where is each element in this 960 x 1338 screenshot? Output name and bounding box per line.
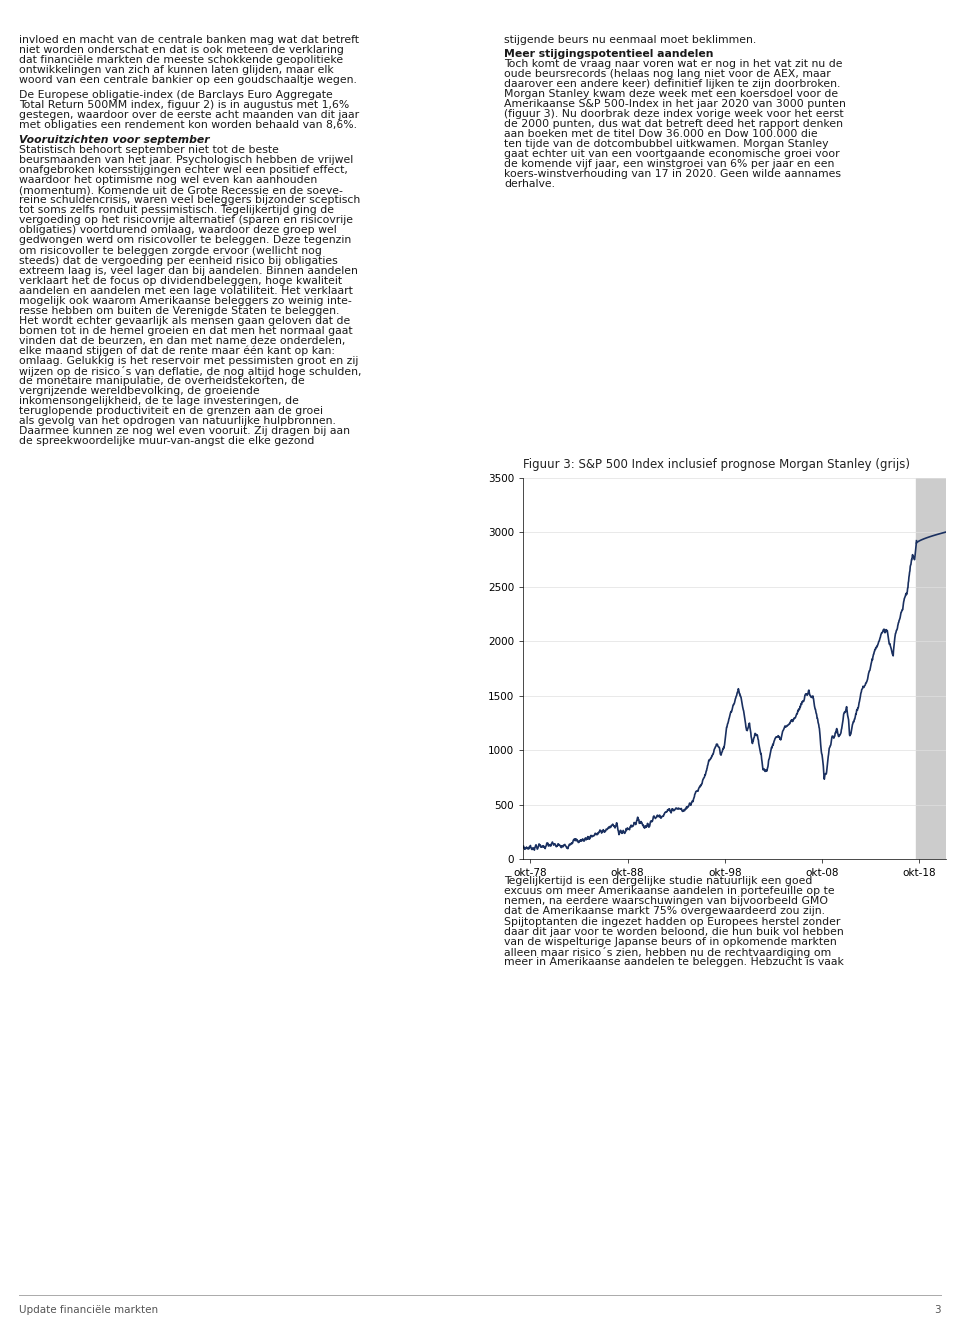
Text: oude beursrecords (helaas nog lang niet voor de AEX, maar: oude beursrecords (helaas nog lang niet …: [504, 68, 830, 79]
Text: Morgan Stanley kwam deze week met een koersdoel voor de: Morgan Stanley kwam deze week met een ko…: [504, 88, 838, 99]
Text: Statistisch behoort september niet tot de beste: Statistisch behoort september niet tot d…: [19, 145, 279, 155]
Text: Figuur 3: S&P 500 Index inclusief prognose Morgan Stanley (grijs): Figuur 3: S&P 500 Index inclusief progno…: [523, 458, 910, 471]
Bar: [917, 478, 948, 859]
Text: Tegelijkertijd is een dergelijke studie natuurlijk een goed: Tegelijkertijd is een dergelijke studie …: [504, 876, 812, 886]
Text: teruglopende productiviteit en de grenzen aan de groei: teruglopende productiviteit en de grenze…: [19, 405, 324, 416]
Text: waardoor het optimisme nog wel even kan aanhouden: waardoor het optimisme nog wel even kan …: [19, 175, 318, 185]
Text: bomen tot in de hemel groeien en dat men het normaal gaat: bomen tot in de hemel groeien en dat men…: [19, 325, 353, 336]
Text: van de wispelturige Japanse beurs of in opkomende markten: van de wispelturige Japanse beurs of in …: [504, 937, 837, 946]
Text: vergrijzende wereldbevolking, de groeiende: vergrijzende wereldbevolking, de groeien…: [19, 385, 260, 396]
Text: tot soms zelfs ronduit pessimistisch. Tegelijkertijd ging de: tot soms zelfs ronduit pessimistisch. Te…: [19, 205, 334, 215]
Text: Meer stijgingspotentieel aandelen: Meer stijgingspotentieel aandelen: [504, 48, 713, 59]
Text: extreem laag is, veel lager dan bij aandelen. Binnen aandelen: extreem laag is, veel lager dan bij aand…: [19, 265, 358, 276]
Text: mogelijk ook waarom Amerikaanse beleggers zo weinig inte-: mogelijk ook waarom Amerikaanse belegger…: [19, 296, 352, 305]
Text: Daarmee kunnen ze nog wel even vooruit. Zij dragen bij aan: Daarmee kunnen ze nog wel even vooruit. …: [19, 425, 350, 436]
Text: Amerikaanse S&P 500-Index in het jaar 2020 van 3000 punten: Amerikaanse S&P 500-Index in het jaar 20…: [504, 99, 846, 108]
Text: verklaart het de focus op dividendbeleggen, hoge kwaliteit: verklaart het de focus op dividendbelegg…: [19, 276, 343, 285]
Text: daarover een andere keer) definitief lijken te zijn doorbroken.: daarover een andere keer) definitief lij…: [504, 79, 840, 88]
Text: alleen maar risico´s zien, hebben nu de rechtvaardiging om: alleen maar risico´s zien, hebben nu de …: [504, 947, 831, 958]
Text: aan boeken met de titel Dow 36.000 en Dow 100.000 die: aan boeken met de titel Dow 36.000 en Do…: [504, 128, 818, 139]
Text: om risicovoller te beleggen zorgde ervoor (wellicht nog: om risicovoller te beleggen zorgde ervoo…: [19, 245, 322, 256]
Text: derhalve.: derhalve.: [504, 179, 555, 189]
Text: Vooruitzichten voor september: Vooruitzichten voor september: [19, 135, 210, 145]
Text: Update financiële markten: Update financiële markten: [19, 1305, 158, 1314]
Text: met obligaties een rendement kon worden behaald van 8,6%.: met obligaties een rendement kon worden …: [19, 120, 357, 130]
Text: de 2000 punten, dus wat dat betreft deed het rapport denken: de 2000 punten, dus wat dat betreft deed…: [504, 119, 843, 128]
Text: reine schuldencrisis, waren veel beleggers bijzonder sceptisch: reine schuldencrisis, waren veel belegge…: [19, 195, 360, 205]
Text: (momentum). Komende uit de Grote Recessie en de soeve-: (momentum). Komende uit de Grote Recessi…: [19, 185, 343, 195]
Text: steeds) dat de vergoeding per eenheid risico bij obligaties: steeds) dat de vergoeding per eenheid ri…: [19, 256, 338, 265]
Text: De Europese obligatie-index (de Barclays Euro Aggregate: De Europese obligatie-index (de Barclays…: [19, 90, 333, 100]
Text: 3: 3: [934, 1305, 941, 1314]
Text: meer in Amerikaanse aandelen te beleggen. Hebzucht is vaak: meer in Amerikaanse aandelen te beleggen…: [504, 957, 844, 966]
Text: de monetaire manipulatie, de overheidstekorten, de: de monetaire manipulatie, de overheidste…: [19, 376, 305, 385]
Text: stijgende beurs nu eenmaal moet beklimmen.: stijgende beurs nu eenmaal moet beklimme…: [504, 35, 756, 44]
Text: Total Return 500MM index, figuur 2) is in augustus met 1,6%: Total Return 500MM index, figuur 2) is i…: [19, 100, 349, 110]
Text: dat financiële markten de meeste schokkende geopolitieke: dat financiële markten de meeste schokke…: [19, 55, 344, 64]
Text: niet worden onderschat en dat is ook meteen de verklaring: niet worden onderschat en dat is ook met…: [19, 44, 344, 55]
Text: (figuur 3). Nu doorbrak deze index vorige week voor het eerst: (figuur 3). Nu doorbrak deze index vorig…: [504, 108, 844, 119]
Text: inkomensongelijkheid, de te lage investeringen, de: inkomensongelijkheid, de te lage investe…: [19, 396, 300, 405]
Text: Het wordt echter gevaarlijk als mensen gaan geloven dat de: Het wordt echter gevaarlijk als mensen g…: [19, 316, 350, 325]
Text: aandelen en aandelen met een lage volatiliteit. Het verklaart: aandelen en aandelen met een lage volati…: [19, 285, 353, 296]
Text: onafgebroken koersstijgingen echter wel een positief effect,: onafgebroken koersstijgingen echter wel …: [19, 165, 348, 175]
Text: invloed en macht van de centrale banken mag wat dat betreft: invloed en macht van de centrale banken …: [19, 35, 359, 44]
Text: vergoeding op het risicovrije alternatief (sparen en risicovrije: vergoeding op het risicovrije alternatie…: [19, 215, 353, 225]
Text: Spijtoptanten die ingezet hadden op Europees herstel zonder: Spijtoptanten die ingezet hadden op Euro…: [504, 917, 840, 926]
Text: Toch komt de vraag naar voren wat er nog in het vat zit nu de: Toch komt de vraag naar voren wat er nog…: [504, 59, 843, 68]
Text: ontwikkelingen van zich af kunnen laten glijden, maar elk: ontwikkelingen van zich af kunnen laten …: [19, 64, 334, 75]
Text: vinden dat de beurzen, en dan met name deze onderdelen,: vinden dat de beurzen, en dan met name d…: [19, 336, 346, 345]
Text: omlaag. Gelukkig is het reservoir met pessimisten groot en zij: omlaag. Gelukkig is het reservoir met pe…: [19, 356, 359, 365]
Text: beursmaanden van het jaar. Psychologisch hebben de vrijwel: beursmaanden van het jaar. Psychologisch…: [19, 155, 353, 165]
Text: daar dit jaar voor te worden beloond, die hun buik vol hebben: daar dit jaar voor te worden beloond, di…: [504, 926, 844, 937]
Text: woord van een centrale bankier op een goudschaaltje wegen.: woord van een centrale bankier op een go…: [19, 75, 357, 84]
Text: nemen, na eerdere waarschuwingen van bijvoorbeeld GMO: nemen, na eerdere waarschuwingen van bij…: [504, 896, 828, 906]
Text: gestegen, waardoor over de eerste acht maanden van dit jaar: gestegen, waardoor over de eerste acht m…: [19, 110, 359, 120]
Text: resse hebben om buiten de Verenigde Staten te beleggen.: resse hebben om buiten de Verenigde Stat…: [19, 305, 340, 316]
Text: ten tijde van de dotcombubbel uitkwamen. Morgan Stanley: ten tijde van de dotcombubbel uitkwamen.…: [504, 139, 828, 149]
Text: gedwongen werd om risicovoller te beleggen. Deze tegenzin: gedwongen werd om risicovoller te belegg…: [19, 235, 351, 245]
Text: elke maand stijgen of dat de rente maar één kant op kan:: elke maand stijgen of dat de rente maar …: [19, 345, 335, 356]
Text: als gevolg van het opdrogen van natuurlijke hulpbronnen.: als gevolg van het opdrogen van natuurli…: [19, 416, 336, 425]
Text: de komende vijf jaar, een winstgroei van 6% per jaar en een: de komende vijf jaar, een winstgroei van…: [504, 159, 834, 169]
Text: obligaties) voortdurend omlaag, waardoor deze groep wel: obligaties) voortdurend omlaag, waardoor…: [19, 225, 337, 235]
Text: wijzen op de risico´s van deflatie, de nog altijd hoge schulden,: wijzen op de risico´s van deflatie, de n…: [19, 365, 362, 377]
Text: koers-winstverhouding van 17 in 2020. Geen wilde aannames: koers-winstverhouding van 17 in 2020. Ge…: [504, 169, 841, 179]
Text: de spreekwoordelijke muur-van-angst die elke gezond: de spreekwoordelijke muur-van-angst die …: [19, 436, 315, 446]
Text: gaat echter uit van een voortgaande economische groei voor: gaat echter uit van een voortgaande econ…: [504, 149, 840, 159]
Text: excuus om meer Amerikaanse aandelen in portefeuille op te: excuus om meer Amerikaanse aandelen in p…: [504, 887, 834, 896]
Text: dat de Amerikaanse markt 75% overgewaardeerd zou zijn.: dat de Amerikaanse markt 75% overgewaard…: [504, 907, 825, 917]
